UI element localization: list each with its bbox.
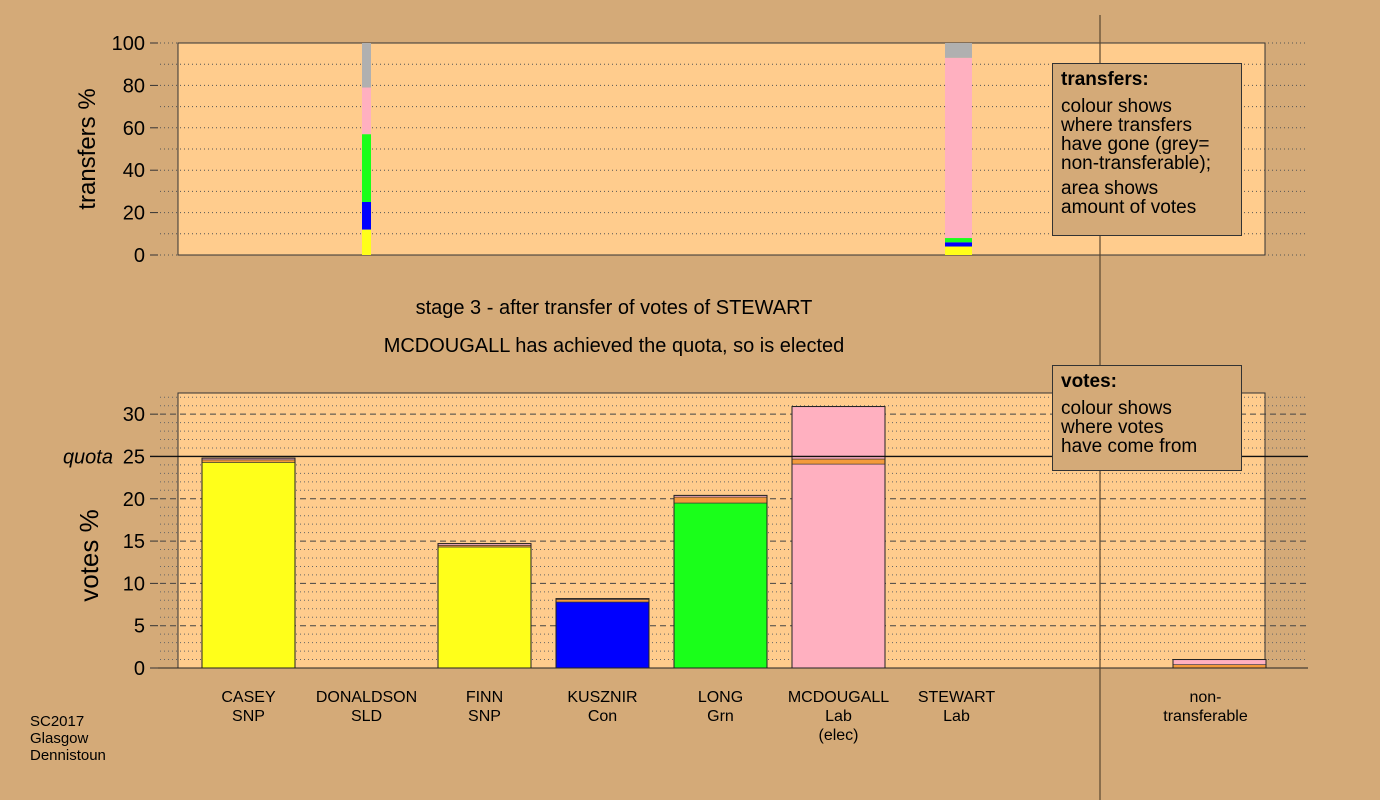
votes-legend-line: where votes [1061,417,1164,438]
candidate-name-label: DONALDSON [316,689,417,706]
bar-kusznir-outline [555,598,650,669]
bar-finn-segment [437,546,532,669]
transfer-segment-grn [945,238,972,243]
transfers-legend-line: have gone (grey= [1061,134,1210,155]
candidate-party-label: Lab [943,708,970,725]
nontransferable-label: non- [1189,689,1221,706]
transfers-legend-line: non-transferable); [1061,153,1211,174]
votes-y-tick-label: 5 [134,616,145,638]
votes-legend-line: colour shows [1061,398,1172,419]
candidate-name-label: FINN [466,689,503,706]
candidate-party-label: SNP [468,708,501,725]
transfers-legend-line: colour shows [1061,96,1172,117]
transfers-legend-title: transfers: [1061,69,1149,90]
candidate-party-label: SLD [351,708,382,725]
transfers-y-tick-label: 80 [123,75,145,97]
transfers-y-tick-label: 40 [123,160,145,182]
transfers-legend-line: amount of votes [1061,197,1197,218]
votes-y-tick-label: 0 [134,658,145,680]
transfers-y-tick-label: 20 [123,203,145,225]
votes-legend: votes: colour shows where votes have com… [1052,365,1242,471]
nontransferable-label: transferable [1163,708,1248,725]
bar-nontransferable-outline [1172,659,1267,669]
candidate-party-label: Grn [707,708,734,725]
candidate-party-label: Lab [825,708,852,725]
election-footnote: SC2017 Glasgow Dennistoun [30,713,106,764]
bar-mcdougall-segment [791,463,886,669]
transfers-legend-line: area shows [1061,178,1159,199]
candidate-status-label: (elec) [818,727,858,744]
bar-mcdougall-segment [791,406,886,460]
bar-casey-outline [201,457,296,669]
bar-kusznir-segment [555,599,650,603]
transfers-y-axis-label: transfers % [74,88,101,209]
bar-long-segment [673,502,768,669]
bar-kusznir-segment [555,601,650,669]
transfer-segment-grn [362,134,371,202]
bar-casey-segment [201,459,296,463]
votes-y-tick-label: 10 [123,573,145,595]
candidate-party-label: SNP [232,708,265,725]
votes-y-tick-label: 20 [123,489,145,511]
footnote-line: Glasgow [30,730,89,747]
footnote-line: Dennistoun [30,747,106,764]
bar-casey-segment [201,462,296,669]
candidate-name-label: KUSZNIR [567,689,637,706]
candidate-name-label: CASEY [221,689,276,706]
bar-long-segment [673,496,768,504]
bar-mcdougall-outline [791,406,886,669]
transfer-segment-snp [362,229,371,255]
candidate-party-label: Con [588,708,617,725]
votes-y-tick-label: 25 [123,446,145,468]
candidate-name-label: STEWART [918,689,996,706]
transfers-legend-line: where transfers [1061,115,1192,136]
stage-title: stage 3 - after transfer of votes of STE… [415,297,813,319]
votes-y-axis-label: votes % [74,509,104,602]
transfer-segment-con [945,242,972,247]
votes-legend-title: votes: [1061,371,1117,392]
transfer-segment-non-transferable [362,43,371,88]
footnote-line: SC2017 [30,713,85,730]
transfers-y-tick-label: 100 [112,33,145,55]
votes-y-tick-label: 30 [123,404,145,426]
bar-long-outline [673,494,768,669]
bar-nontransferable-segment [1172,659,1267,665]
transfer-segment-con [362,202,371,230]
candidate-name-label: LONG [698,689,743,706]
bar-mcdougall-segment [791,458,886,465]
bar-nontransferable-segment [1172,664,1267,669]
transfer-segment-snp [945,246,972,255]
quota-label: quota [63,446,113,468]
bar-finn-outline [437,543,532,669]
candidate-name-label: MCDOUGALL [788,689,889,706]
votes-y-tick-label: 15 [123,531,145,553]
transfer-segment-non-transferable [945,43,972,58]
transfer-segment-lab [945,57,972,239]
transfers-legend: transfers: colour shows where transfers … [1052,63,1242,236]
transfers-plot-frame [177,42,1266,256]
transfers-y-tick-label: 0 [134,245,145,267]
transfers-y-tick-label: 60 [123,118,145,140]
transfer-segment-lab [362,87,371,135]
votes-legend-line: have come from [1061,436,1198,457]
elected-message: MCDOUGALL has achieved the quota, so is … [383,335,845,357]
